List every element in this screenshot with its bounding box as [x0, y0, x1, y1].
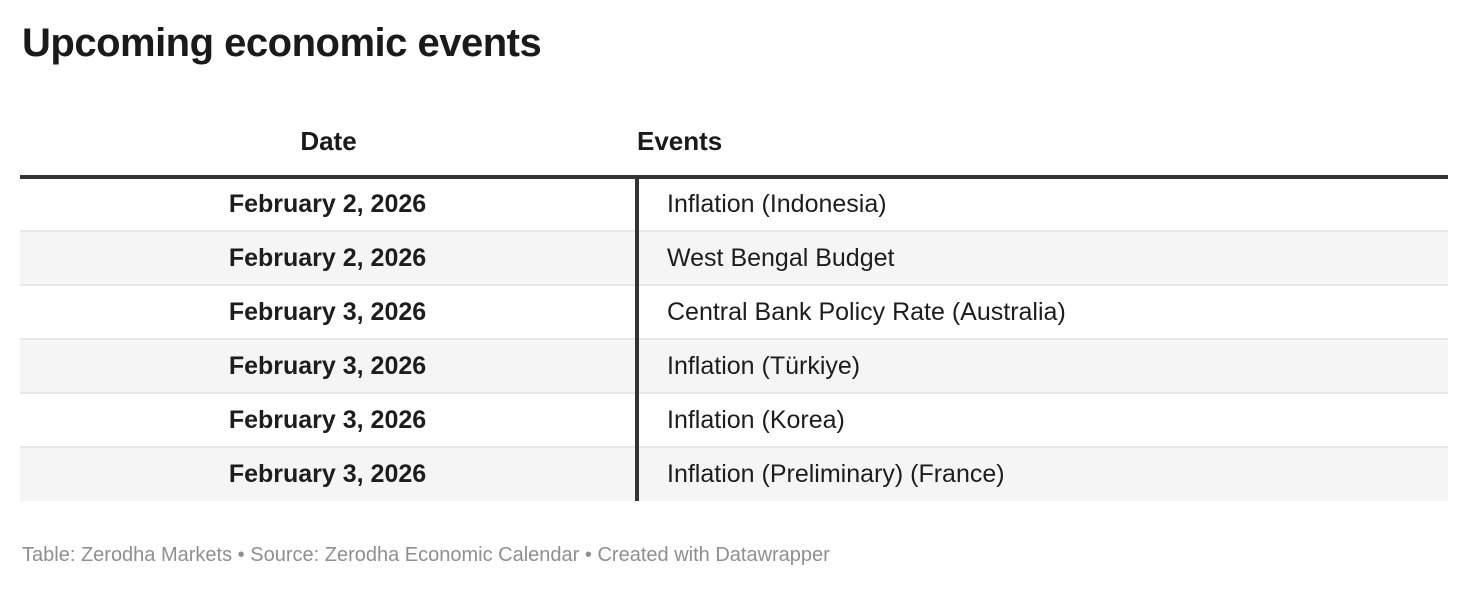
datawrapper-link[interactable]: Datawrapper [715, 544, 830, 566]
table-row: February 3, 2026 Inflation (Korea) [20, 393, 1448, 447]
created-with-label: Created with [597, 544, 710, 566]
event-cell: Inflation (Indonesia) [635, 177, 1448, 231]
table-header-row: Date Events [20, 98, 1448, 179]
table-credit-label: Table: [22, 544, 76, 566]
date-cell: February 2, 2026 [228, 190, 427, 218]
table-header: Date Events [20, 98, 1448, 179]
event-cell: Central Bank Policy Rate (Australia) [635, 285, 1448, 339]
table-credit-name: Zerodha Markets [80, 544, 233, 566]
date-cell: February 3, 2026 [228, 460, 427, 488]
table-row: February 2, 2026 Inflation (Indonesia) [20, 177, 1448, 231]
column-header-events: Events [637, 98, 1448, 179]
event-cell: West Bengal Budget [635, 231, 1448, 285]
table-row: February 3, 2026 Inflation (Türkiye) [20, 339, 1448, 393]
attribution-footer: Table: Zerodha Markets • Source: Zerodha… [22, 541, 1448, 569]
footer-separator: • [237, 544, 245, 566]
date-cell: February 2, 2026 [228, 243, 427, 272]
date-cell: February 3, 2026 [228, 405, 427, 434]
datawrapper-table-visualization: Upcoming economic events Date Events Feb… [20, 21, 1448, 569]
column-header-date: Date [20, 98, 637, 179]
economic-events-table: Date Events February 2, 2026 Inflation (… [20, 98, 1448, 501]
source-label: Source: [250, 544, 320, 566]
footer-separator: • [584, 544, 592, 566]
table-row: February 3, 2026 Central Bank Policy Rat… [20, 285, 1448, 339]
source-link[interactable]: Zerodha Economic Calendar [324, 544, 580, 566]
date-cell: February 3, 2026 [228, 297, 427, 326]
table-row: February 3, 2026 Inflation (Preliminary)… [20, 447, 1448, 501]
date-cell: February 3, 2026 [228, 351, 427, 380]
event-cell: Inflation (Korea) [635, 393, 1448, 447]
page-title: Upcoming economic events [22, 21, 542, 65]
event-cell: Inflation (Preliminary) (France) [635, 447, 1448, 501]
event-cell: Inflation (Türkiye) [635, 339, 1448, 393]
table-row: February 2, 2026 West Bengal Budget [20, 231, 1448, 285]
table-body: February 2, 2026 Inflation (Indonesia) F… [20, 177, 1448, 501]
